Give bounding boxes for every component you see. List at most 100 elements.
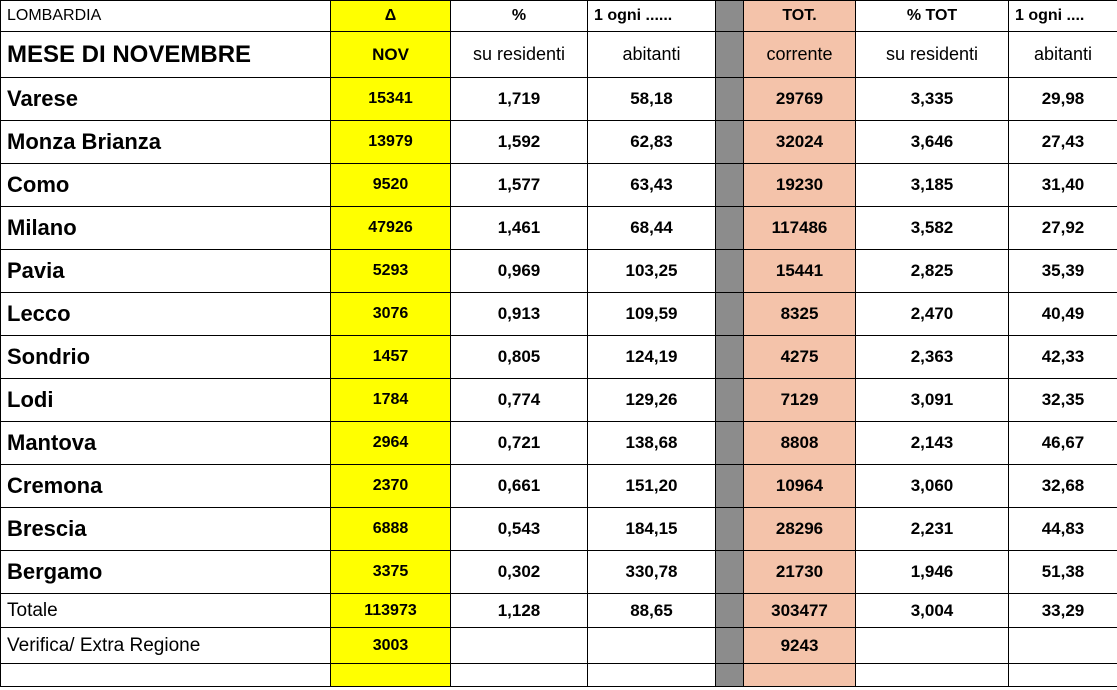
cell: 15341 xyxy=(330,77,451,121)
cell: 35,39 xyxy=(1008,249,1117,293)
cell: 2,143 xyxy=(855,421,1009,465)
cell: 3,646 xyxy=(855,120,1009,164)
cell: 4275 xyxy=(743,335,856,379)
cell: 129,26 xyxy=(587,378,716,422)
cell: MESE DI NOVEMBRE xyxy=(0,31,331,78)
cell: 113973 xyxy=(330,593,451,628)
cell: 63,43 xyxy=(587,163,716,207)
cell: Monza Brianza xyxy=(0,120,331,164)
cell: 103,25 xyxy=(587,249,716,293)
cell: 47926 xyxy=(330,206,451,250)
data-row: Lecco 3076 0,913 109,59 8325 2,470 40,49 xyxy=(0,292,1117,336)
cell xyxy=(587,627,716,664)
cell: 51,38 xyxy=(1008,550,1117,594)
cell xyxy=(330,663,451,687)
cell xyxy=(587,663,716,687)
cell: 151,20 xyxy=(587,464,716,508)
cell: 3,004 xyxy=(855,593,1009,628)
cell: LOMBARDIA xyxy=(0,0,331,32)
cell: NOV xyxy=(330,31,451,78)
data-row: Totale 113973 1,128 88,65 303477 3,004 33,29 xyxy=(0,593,1117,628)
cell: 0,913 xyxy=(450,292,588,336)
cell: 9520 xyxy=(330,163,451,207)
separator xyxy=(715,627,744,664)
cell: 6888 xyxy=(330,507,451,551)
separator xyxy=(715,378,744,422)
cell: 21730 xyxy=(743,550,856,594)
cell: Cremona xyxy=(0,464,331,508)
cell: 2,470 xyxy=(855,292,1009,336)
cell: 44,83 xyxy=(1008,507,1117,551)
cell: Δ xyxy=(330,0,451,32)
cell: 1,461 xyxy=(450,206,588,250)
separator xyxy=(715,421,744,465)
cell: Varese xyxy=(0,77,331,121)
separator xyxy=(715,120,744,164)
cell: 19230 xyxy=(743,163,856,207)
cell: 1457 xyxy=(330,335,451,379)
cell: 2370 xyxy=(330,464,451,508)
cell: abitanti xyxy=(587,31,716,78)
separator xyxy=(715,464,744,508)
cell: 2,825 xyxy=(855,249,1009,293)
cell: 184,15 xyxy=(587,507,716,551)
cell: 27,43 xyxy=(1008,120,1117,164)
separator xyxy=(715,0,744,32)
header-row: MESE DI NOVEMBRE NOV su residenti abitanti c… xyxy=(0,31,1117,78)
cell: 138,68 xyxy=(587,421,716,465)
data-row: Milano 47926 1,461 68,44 117486 3,582 27,92 xyxy=(0,206,1117,250)
cell xyxy=(450,663,588,687)
separator xyxy=(715,335,744,379)
cell: Totale xyxy=(0,593,331,628)
cell: 1,592 xyxy=(450,120,588,164)
cell: abitanti xyxy=(1008,31,1117,78)
separator xyxy=(715,77,744,121)
data-row: Como 9520 1,577 63,43 19230 3,185 31,40 xyxy=(0,163,1117,207)
cell: Pavia xyxy=(0,249,331,293)
cell: Bergamo xyxy=(0,550,331,594)
cell: 2,363 xyxy=(855,335,1009,379)
cell: 0,721 xyxy=(450,421,588,465)
cell: 8325 xyxy=(743,292,856,336)
separator xyxy=(715,507,744,551)
cell: Brescia xyxy=(0,507,331,551)
data-row: Monza Brianza 13979 1,592 62,83 32024 3,646 27… xyxy=(0,120,1117,164)
cell: 46,67 xyxy=(1008,421,1117,465)
data-row: Lodi 1784 0,774 129,26 7129 3,091 32,35 xyxy=(0,378,1117,422)
cell xyxy=(450,627,588,664)
cell: 7129 xyxy=(743,378,856,422)
data-row: Brescia 6888 0,543 184,15 28296 2,231 44,83 xyxy=(0,507,1117,551)
cell: 0,805 xyxy=(450,335,588,379)
cell xyxy=(0,663,331,687)
data-row: Sondrio 1457 0,805 124,19 4275 2,363 42,33 xyxy=(0,335,1117,379)
cell xyxy=(855,663,1009,687)
cell xyxy=(743,663,856,687)
cell: 1,719 xyxy=(450,77,588,121)
data-row: Varese 15341 1,719 58,18 29769 3,335 29,98 xyxy=(0,77,1117,121)
cell: 31,40 xyxy=(1008,163,1117,207)
cell: 58,18 xyxy=(587,77,716,121)
cell: 1,577 xyxy=(450,163,588,207)
cell: 0,774 xyxy=(450,378,588,422)
cell: % xyxy=(450,0,588,32)
cell: 32,35 xyxy=(1008,378,1117,422)
cell: 88,65 xyxy=(587,593,716,628)
cell: 3076 xyxy=(330,292,451,336)
header-row: LOMBARDIA Δ% 1 ogni ...... TOT.% TOT 1 ogni … xyxy=(0,0,1117,32)
cell: 32024 xyxy=(743,120,856,164)
separator xyxy=(715,550,744,594)
cell: Como xyxy=(0,163,331,207)
cell: 0,302 xyxy=(450,550,588,594)
cell: 3375 xyxy=(330,550,451,594)
cell: 117486 xyxy=(743,206,856,250)
cell: 2,231 xyxy=(855,507,1009,551)
cell: 3,060 xyxy=(855,464,1009,508)
cell: su residenti xyxy=(855,31,1009,78)
separator xyxy=(715,292,744,336)
cell: 2964 xyxy=(330,421,451,465)
cell: 1784 xyxy=(330,378,451,422)
data-row: Mantova 2964 0,721 138,68 8808 2,143 46,67 xyxy=(0,421,1117,465)
cell xyxy=(1008,663,1117,687)
